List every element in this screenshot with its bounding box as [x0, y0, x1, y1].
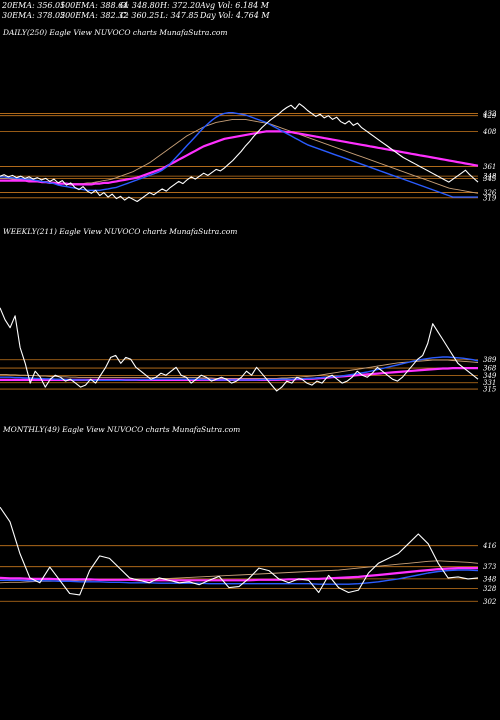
level-label-0-5: 345	[483, 175, 497, 183]
high-label: H: 372.20	[160, 1, 201, 10]
level-label-0-7: 319	[483, 194, 497, 202]
series-ema_blue-1	[0, 356, 479, 381]
series-ema_magenta-2	[0, 566, 478, 582]
level-label-1-2: 349	[483, 372, 497, 380]
level-label-2-1: 373	[483, 563, 497, 571]
level-label-2-4: 302	[483, 598, 497, 606]
close-label: C: 360.25	[120, 11, 160, 20]
low-label: L: 347.85	[160, 11, 199, 20]
daily-panel-title: DAILY(250) Eagle View NUVOCO charts Muna…	[3, 28, 228, 37]
avg-vol-label: Avg Vol: 6.184 M	[200, 1, 269, 10]
series-ema_blue-2	[0, 569, 479, 585]
ema30-label: 30EMA: 378.05	[2, 11, 66, 20]
open-label: O: 348.80	[120, 1, 160, 10]
level-label-1-1: 368	[483, 365, 497, 373]
level-label-1-3: 331	[483, 379, 496, 387]
ema100-label: 100EMA: 388.64	[60, 1, 129, 10]
ema200-label: 200EMA: 382.32	[60, 11, 129, 20]
series-ema_magenta-0	[0, 130, 479, 186]
level-label-0-3: 361	[483, 163, 496, 171]
level-label-2-2: 348	[483, 575, 497, 583]
day-vol-label: Day Vol: 4.764 M	[200, 11, 270, 20]
level-label-1-0: 389	[483, 356, 497, 364]
level-label-2-0: 416	[482, 542, 497, 550]
series-ema_tan-1	[0, 359, 479, 379]
level-label-0-1: 429	[482, 112, 497, 120]
level-label-1-4: 315	[483, 386, 497, 394]
level-label-0-0: 432	[482, 110, 497, 118]
monthly-panel-title: MONTHLY(49) Eagle View NUVOCO charts Mun…	[3, 425, 241, 434]
series-price-0	[0, 103, 479, 203]
level-label-0-2: 408	[482, 128, 497, 136]
weekly-panel-title: WEEKLY(211) Eagle View NUVOCO charts Mun…	[3, 227, 238, 236]
level-label-0-4: 348	[483, 173, 497, 181]
ema20-label: 20EMA: 356.05	[2, 1, 66, 10]
level-label-0-6: 326	[483, 189, 497, 197]
series-price-2	[0, 506, 479, 596]
series-price-1	[0, 307, 479, 392]
level-label-2-3: 328	[483, 585, 497, 593]
series-ema_tan-0	[0, 118, 479, 194]
